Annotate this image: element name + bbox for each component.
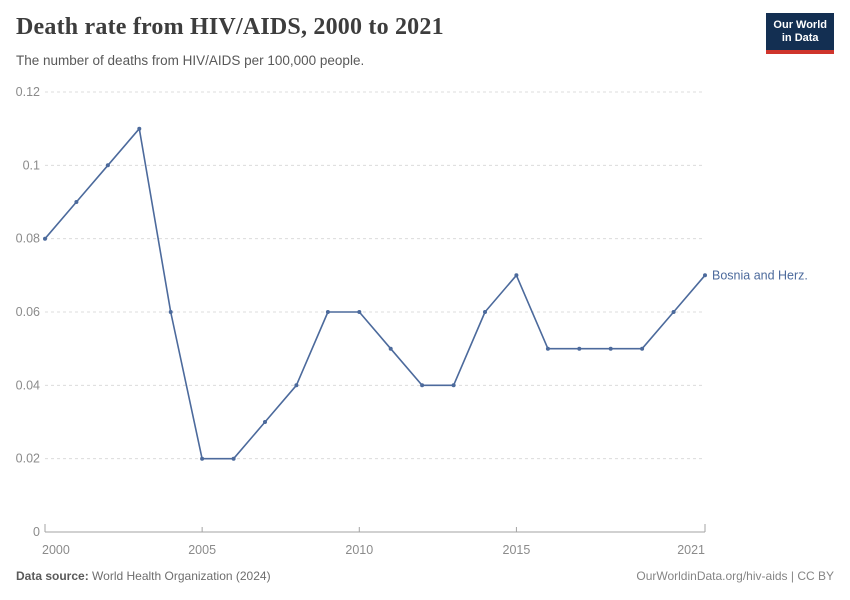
y-tick-label: 0.06 (16, 305, 40, 319)
x-tick-label: 2000 (42, 543, 70, 557)
x-tick-label: 2015 (503, 543, 531, 557)
data-source-note: Data source: World Health Organization (… (16, 569, 271, 583)
data-point[interactable] (703, 273, 707, 278)
data-point[interactable] (200, 456, 205, 461)
data-point[interactable] (357, 310, 362, 314)
x-tick-label: 2021 (677, 543, 705, 557)
data-point[interactable] (671, 310, 676, 314)
data-point[interactable] (137, 126, 142, 131)
y-tick-label: 0.12 (16, 85, 40, 99)
data-point[interactable] (608, 346, 613, 351)
data-point[interactable] (43, 236, 47, 241)
data-point[interactable] (105, 163, 110, 168)
data-source-label: Data source: (16, 569, 89, 583)
data-point[interactable] (420, 383, 425, 388)
data-point[interactable] (545, 346, 550, 351)
data-point[interactable] (294, 383, 299, 388)
data-point[interactable] (263, 420, 267, 424)
data-point[interactable] (231, 456, 236, 461)
series-end-label: Bosnia and Herz. (712, 268, 808, 282)
y-tick-label: 0 (33, 525, 40, 539)
x-tick-label: 2005 (188, 543, 216, 557)
data-point[interactable] (325, 310, 330, 314)
owid-license-link[interactable]: OurWorldinData.org/hiv-aids | CC BY (636, 569, 834, 583)
data-point[interactable] (451, 383, 456, 388)
data-point[interactable] (74, 200, 79, 204)
y-tick-label: 0.04 (16, 378, 40, 392)
page-title: Death rate from HIV/AIDS, 2000 to 2021 (16, 14, 444, 40)
data-point[interactable] (483, 310, 487, 314)
chart-footer: Data source: World Health Organization (… (16, 569, 834, 583)
data-point[interactable] (168, 310, 173, 314)
owid-logo-line2: in Data (781, 32, 819, 44)
series-line[interactable] (44, 127, 706, 460)
data-point[interactable] (640, 346, 645, 351)
data-point[interactable] (514, 273, 519, 278)
x-tick-label: 2010 (345, 543, 373, 557)
y-tick-label: 0.1 (23, 158, 40, 172)
line-chart: 0 0.02 0.04 0.06 0.08 0.1 0.12 2000 2005 2010 2015… (16, 85, 808, 557)
owid-logo[interactable]: Our World in Data (766, 13, 834, 54)
y-tick-label: 0.08 (16, 232, 40, 246)
data-source-text: World Health Organization (2024) (88, 569, 271, 583)
y-tick-label: 0.02 (16, 452, 40, 466)
owid-logo-line1: Our World (773, 19, 827, 31)
data-point[interactable] (577, 346, 582, 351)
chart-subtitle: The number of deaths from HIV/AIDS per 1… (16, 53, 365, 68)
data-point[interactable] (388, 346, 393, 351)
